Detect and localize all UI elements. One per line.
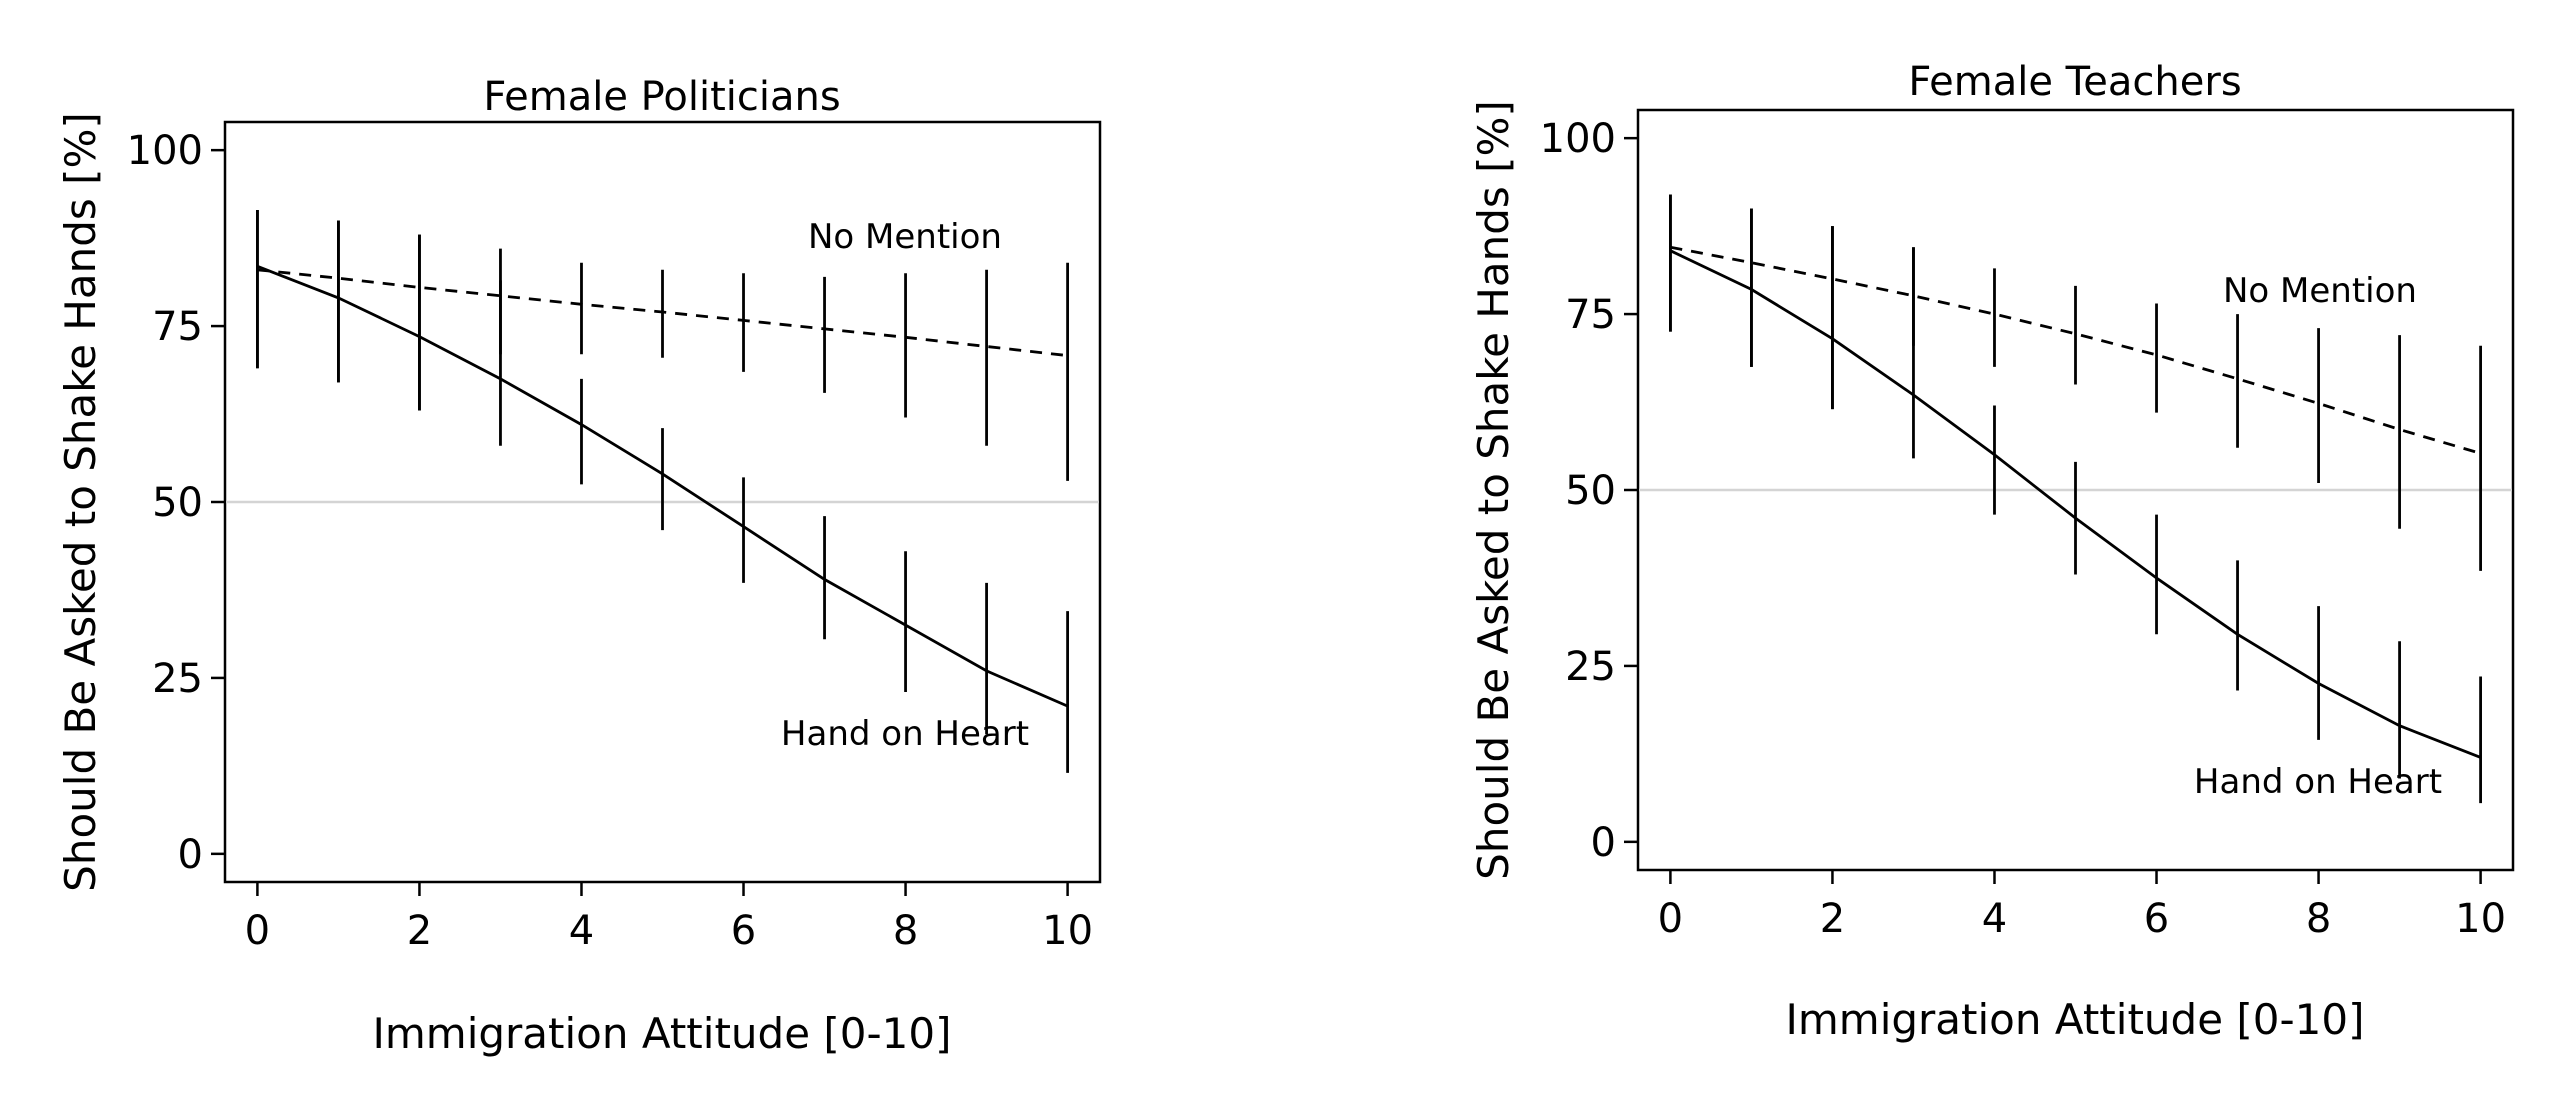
panel-2-series-line-no-mention	[1670, 245, 2481, 455]
panel-2-y-tick-label-50: 50	[1565, 468, 1616, 514]
panel-1-series-line-no-mention	[257, 268, 1068, 357]
panel-2-series-line-hand-on-heart	[1669, 249, 2482, 759]
panel-2-series-lines	[1669, 245, 2482, 759]
panel-2-x-tick-label-10: 10	[2455, 896, 2506, 942]
panel-1-y-tick-label-100: 100	[127, 128, 203, 174]
panel-1-x-axis-label: Immigration Attitude [0-10]	[373, 1009, 952, 1058]
panel-2-label-no-mention: No Mention	[2223, 271, 2417, 311]
panel-2-y-tick-label-75: 75	[1565, 292, 1616, 338]
panel-2-y-tick-label-0: 0	[1591, 820, 1616, 866]
panel-1-x-tick-label-10: 10	[1042, 908, 1093, 954]
panel-1-y-tick-label-25: 25	[152, 656, 203, 702]
panel-2-y-tick-label-25: 25	[1565, 644, 1616, 690]
panel-1-y-tick-label-75: 75	[152, 304, 203, 350]
panel-1-x-tick-label-8: 8	[893, 908, 918, 954]
panel-1-label-hand-on-heart: Hand on Heart	[781, 714, 1029, 754]
panel-2: Female Teachers Immigration Attitude [0-…	[1469, 59, 2515, 1044]
panel-2-y-axis: 0 25 50 75 100	[1540, 116, 1638, 866]
panel-1-x-tick-label-0: 0	[245, 908, 270, 954]
panel-1-x-axis: 0 2 4 6 8 10	[245, 882, 1093, 954]
panel-2-label-hand-on-heart: Hand on Heart	[2194, 762, 2442, 802]
panel-1: Female Politicians Immigration Attitude …	[56, 74, 1102, 1058]
panel-1-x-tick-label-4: 4	[569, 908, 594, 954]
panel-2-y-axis-label: Should Be Asked to Shake Hands [%]	[1469, 100, 1518, 880]
panel-2-x-axis-label: Immigration Attitude [0-10]	[1786, 995, 2365, 1044]
panel-2-x-tick-label-2: 2	[1820, 896, 1845, 942]
panel-1-series-line-hand-on-heart	[256, 264, 1069, 708]
panel-1-y-tick-label-50: 50	[152, 480, 203, 526]
panel-2-x-tick-label-8: 8	[2306, 896, 2331, 942]
panel-2-x-tick-label-0: 0	[1658, 896, 1683, 942]
panel-1-x-tick-label-6: 6	[731, 908, 756, 954]
panel-1-x-tick-label-2: 2	[407, 908, 432, 954]
panel-2-error-bars	[1669, 194, 2482, 804]
panel-2-y-tick-label-100: 100	[1540, 116, 1616, 162]
panel-1-error-bars	[256, 209, 1069, 773]
panel-2-x-axis: 0 2 4 6 8 10	[1658, 870, 2506, 942]
panel-1-title: Female Politicians	[483, 74, 840, 120]
panel-2-title: Female Teachers	[1908, 59, 2241, 105]
panel-1-y-axis: 0 25 50 75 100	[127, 128, 225, 878]
panel-2-x-tick-label-6: 6	[2144, 896, 2169, 942]
panel-1-series-lines	[256, 264, 1069, 708]
panel-1-y-tick-label-0: 0	[178, 832, 203, 878]
panel-1-y-axis-label: Should Be Asked to Shake Hands [%]	[56, 112, 105, 892]
panel-1-label-no-mention: No Mention	[808, 217, 1002, 257]
panel-2-x-tick-label-4: 4	[1982, 896, 2007, 942]
